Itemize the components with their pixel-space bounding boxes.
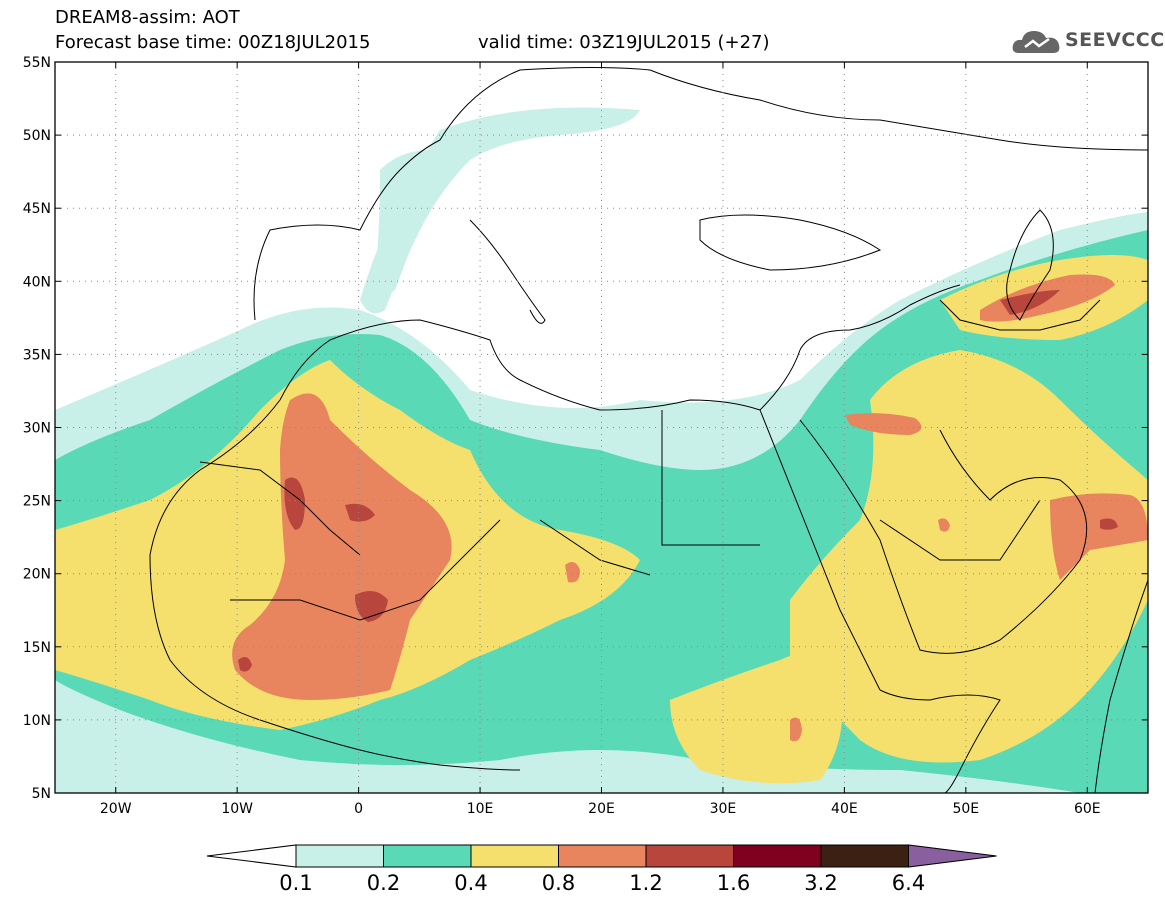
colorbar-label: 1.2 — [629, 871, 662, 895]
logo-text: SEEVCCC — [1065, 29, 1165, 51]
aot-orange-oman — [1050, 493, 1148, 580]
lon-tick-label: 0 — [354, 801, 363, 817]
aot-yellow-arabia — [790, 350, 1148, 763]
aot-yellow-africa-east — [670, 653, 843, 784]
colorbar-label: 0.8 — [542, 871, 575, 895]
coast-black-sea — [699, 214, 882, 271]
lat-tick-label: 50N — [23, 128, 51, 144]
coast-europe — [253, 67, 1148, 321]
border-mali — [199, 461, 361, 556]
lon-tick-label: 50E — [952, 801, 979, 817]
coast-india — [1094, 579, 1148, 793]
colorbar-label: 1.6 — [717, 871, 750, 895]
lat-tick-label: 5N — [32, 786, 51, 802]
lat-tick-label: 40N — [23, 274, 51, 290]
colorbar-label: 3.2 — [804, 871, 837, 895]
aot-orange-iraq — [845, 413, 922, 435]
aot-contour-1.2-c — [345, 503, 375, 522]
lat-tick-label: 20N — [23, 567, 51, 583]
colorbar-bin — [295, 844, 384, 868]
border-arabia — [879, 499, 1041, 561]
forecast-base-time: Forecast base time: 00Z18JUL2015 — [55, 32, 371, 53]
lon-tick-label: 20W — [100, 801, 132, 817]
aot-contour-1.2-a — [284, 477, 305, 530]
colorbar-label: 0.2 — [367, 871, 400, 895]
coast-gulf-of-guinea — [149, 554, 521, 771]
coast-levant — [799, 284, 961, 351]
aot-orange-spot-1 — [565, 561, 580, 583]
lat-tick-label: 25N — [23, 494, 51, 510]
lat-tick-label: 15N — [23, 640, 51, 656]
colorbar-label: 0.1 — [279, 871, 312, 895]
lon-tick-label: 10W — [221, 801, 253, 817]
coast-north-africa — [149, 319, 801, 556]
colorbar-over-triangle — [908, 844, 997, 868]
colorbar-bin — [820, 844, 909, 868]
lat-tick-label: 10N — [23, 713, 51, 729]
colorbar — [206, 844, 997, 868]
aot-contour-1.2-d — [238, 656, 252, 672]
colorbar-under-triangle — [206, 844, 297, 868]
aot-contour-1.2-b — [355, 591, 388, 622]
lat-tick-label: 45N — [23, 201, 51, 217]
colorbar-labels: 0.1 0.2 0.4 0.8 1.2 1.6 3.2 6.4 — [279, 871, 925, 895]
lat-tick-label: 55N — [23, 55, 51, 71]
lon-tick-label: 40E — [831, 801, 858, 817]
border-iran — [939, 299, 1101, 331]
lon-tick-label: 10E — [467, 801, 494, 817]
map-title: DREAM8-assim: AOT — [55, 7, 240, 28]
colorbar-bin — [558, 844, 647, 868]
cloud-icon — [1012, 31, 1060, 53]
lat-tick-label: 30N — [23, 421, 51, 437]
coast-horn-of-africa — [879, 689, 1001, 793]
lon-axis-labels: 20W 10W 0 10E 20E 30E 40E 50E 60E — [100, 801, 1101, 817]
colorbar-label: 6.4 — [892, 871, 925, 895]
coast-arabia — [799, 419, 1088, 654]
aot-plume-iberia — [375, 150, 434, 294]
coast-italy — [469, 219, 546, 324]
lat-tick-label: 35N — [23, 347, 51, 363]
aot-contour-1.2-f — [1100, 518, 1118, 530]
colorbar-bin — [645, 844, 734, 868]
colorbar-label: 0.4 — [454, 871, 487, 895]
border-egypt-sudan — [661, 410, 760, 546]
gridlines — [55, 62, 1148, 793]
colorbar-bin — [383, 844, 472, 868]
aot-orange-spot-3 — [938, 518, 950, 532]
coastlines — [149, 67, 1148, 793]
aot-contour-0.8 — [232, 393, 452, 700]
border-libya-chad — [539, 519, 651, 576]
coast-red-sea — [759, 409, 881, 691]
lon-tick-label: 20E — [588, 801, 615, 817]
colorbar-bin — [733, 844, 822, 868]
coast-caspian — [1006, 209, 1054, 321]
axis-ticks — [55, 61, 1148, 794]
aot-orange-spot-2 — [790, 717, 802, 742]
lon-tick-label: 30E — [710, 801, 737, 817]
valid-time: valid time: 03Z19JUL2015 (+27) — [478, 32, 770, 53]
lat-axis-labels: 55N 50N 45N 40N 35N 30N 25N 20N 15N 10N 5N — [23, 55, 51, 802]
lon-tick-label: 60E — [1074, 801, 1101, 817]
seevccc-logo: SEEVCCC — [1011, 25, 1164, 57]
border-sahel — [230, 519, 501, 621]
colorbar-bin — [470, 844, 559, 868]
